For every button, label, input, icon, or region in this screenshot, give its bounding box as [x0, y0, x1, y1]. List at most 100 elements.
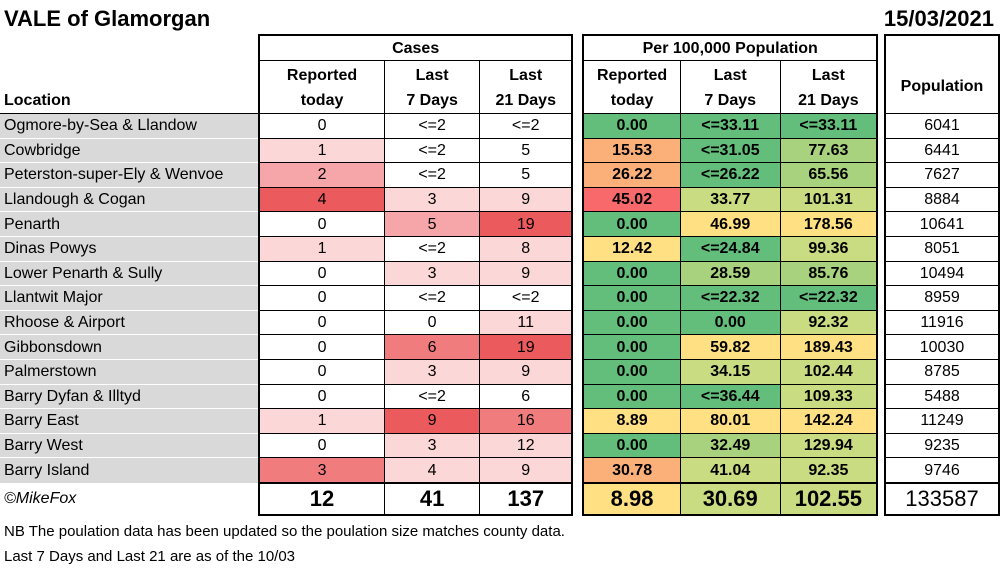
last21-cell: 5 [479, 162, 574, 188]
per100k-reported-cell: 0.00 [582, 285, 681, 311]
reported-today-cell: 0 [257, 285, 385, 311]
column-gap [877, 334, 886, 360]
reported-today-cell: 1 [257, 408, 385, 434]
column-gap [877, 310, 886, 335]
per100k-last7-cell: <=31.05 [679, 138, 781, 164]
last21-cell: 19 [479, 211, 574, 237]
cases-group-header: Cases [257, 34, 574, 61]
per100k-last7-cell: 59.82 [679, 334, 781, 360]
per100k-last21-cell: 189.43 [779, 334, 879, 360]
sheet-title: VALE of Glamorgan [4, 6, 211, 31]
table-row: Peterston-super-Ely & Wenvoe 2 <=2 5 26.22 <=… [0, 162, 1000, 188]
total-per100k-last7: 30.69 [679, 481, 781, 516]
table-row: Cowbridge 1 <=2 5 15.53 <=31.05 77.63 6441 [0, 137, 1000, 164]
table-row: Barry West 0 3 12 0.00 32.49 129.94 9235 [0, 432, 1000, 459]
table-row: Barry East 1 9 16 8.89 80.01 142.24 11249 [0, 408, 1000, 434]
per100k-last7-cell: 33.77 [679, 187, 781, 213]
total-reported-today: 12 [257, 481, 385, 516]
per100k-last21-cell: 92.32 [779, 310, 879, 336]
per100k-last21-cell: 129.94 [779, 433, 879, 459]
reported-today-cell: 0 [257, 113, 385, 139]
population-cell: 8785 [884, 359, 1000, 385]
reported-today-cell: 0 [257, 433, 385, 459]
reported-today-cell: 0 [257, 310, 385, 336]
last7-cell: 9 [384, 408, 480, 434]
location-cell: Rhoose & Airport [0, 309, 259, 335]
column-gap [877, 482, 886, 515]
footnote-dates: Last 7 Days and Last 21 are as of the 10… [4, 548, 296, 565]
per100k-last7-cell: 34.15 [679, 359, 781, 385]
reported-today-cell: 2 [257, 162, 385, 188]
total-population: 133587 [884, 481, 1000, 516]
population-cell: 8884 [884, 187, 1000, 213]
column-gap [877, 285, 886, 311]
location-cell: Dinas Powys [0, 235, 259, 262]
table-row: Ogmore-by-Sea & Llandow 0 <=2 <=2 0.00 <=33.1… [0, 113, 1000, 139]
last7-header: Last 7 Days [384, 60, 480, 114]
per100k-last21-cell: <=33.11 [779, 113, 879, 139]
column-gap [572, 457, 584, 483]
last7-cell: 0 [384, 310, 480, 336]
population-cell: 7627 [884, 162, 1000, 188]
per100k-reported-cell: 45.02 [582, 187, 681, 213]
reported-today-cell: 4 [257, 187, 385, 213]
per-last7-header: Last 7 Days [679, 60, 781, 114]
location-cell: Ogmore-by-Sea & Llandow [0, 113, 259, 139]
population-cell: 10641 [884, 211, 1000, 237]
per100k-last7-cell: 28.59 [679, 261, 781, 287]
per100k-last7-cell: <=26.22 [679, 162, 781, 188]
population-header: Population [884, 60, 1000, 114]
reported-today-cell: 0 [257, 261, 385, 287]
location-cell: Barry Island [0, 457, 259, 483]
table-row: Rhoose & Airport 0 0 11 0.00 0.00 92.32 11916 [0, 309, 1000, 336]
last21-cell: 5 [479, 138, 574, 164]
per100k-last7-cell: 32.49 [679, 433, 781, 459]
column-gap [877, 261, 886, 286]
last7-cell: 5 [384, 211, 480, 237]
location-cell: Barry West [0, 432, 259, 458]
last21-cell: <=2 [479, 285, 574, 311]
column-gap [572, 310, 584, 335]
total-last7: 41 [384, 481, 480, 516]
per100k-reported-cell: 0.00 [582, 211, 681, 237]
last7-cell: 6 [384, 334, 480, 360]
per100k-last21-cell: 178.56 [779, 211, 879, 237]
per100k-last21-cell: 101.31 [779, 187, 879, 213]
per100k-last21-cell: 65.56 [779, 162, 879, 188]
population-cell: 10494 [884, 261, 1000, 287]
totals-row: ©MikeFox 12 41 137 8.98 30.69 102.55 133587 [0, 481, 1000, 516]
per100k-last21-cell: 142.24 [779, 408, 879, 434]
per100k-group-header: Per 100,000 Population [582, 34, 879, 61]
table-row: Penarth 0 5 19 0.00 46.99 178.56 10641 [0, 211, 1000, 237]
column-gap [877, 162, 886, 188]
per100k-last21-cell: 109.33 [779, 384, 879, 410]
population-cell: 5488 [884, 384, 1000, 410]
reported-today-cell: 0 [257, 211, 385, 237]
per100k-reported-cell: 0.00 [582, 261, 681, 287]
table-row: Llandough & Cogan 4 3 9 45.02 33.77 101.31 8884 [0, 186, 1000, 213]
column-gap [877, 211, 886, 237]
column-gap [877, 359, 886, 385]
column-gap [877, 187, 886, 212]
population-cell: 8959 [884, 285, 1000, 311]
last21-cell: 9 [479, 359, 574, 385]
last7-cell: <=2 [384, 162, 480, 188]
last7-cell: 3 [384, 261, 480, 287]
per100k-reported-cell: 0.00 [582, 310, 681, 336]
total-per100k-reported: 8.98 [582, 481, 681, 516]
reported-today-header: Reported today [257, 60, 385, 114]
per100k-last7-cell: <=24.84 [679, 236, 781, 262]
column-gap [572, 359, 584, 385]
per100k-last7-cell: <=22.32 [679, 285, 781, 311]
column-gap [572, 162, 584, 188]
location-cell: Barry East [0, 408, 259, 434]
population-cell: 6041 [884, 113, 1000, 139]
column-gap [877, 138, 886, 163]
column-gap [572, 113, 584, 139]
last21-cell: 12 [479, 433, 574, 459]
column-gap [572, 408, 584, 434]
reported-today-cell: 0 [257, 334, 385, 360]
per100k-last7-cell: <=36.44 [679, 384, 781, 410]
last7-cell: 3 [384, 187, 480, 213]
location-cell: Gibbonsdown [0, 334, 259, 360]
